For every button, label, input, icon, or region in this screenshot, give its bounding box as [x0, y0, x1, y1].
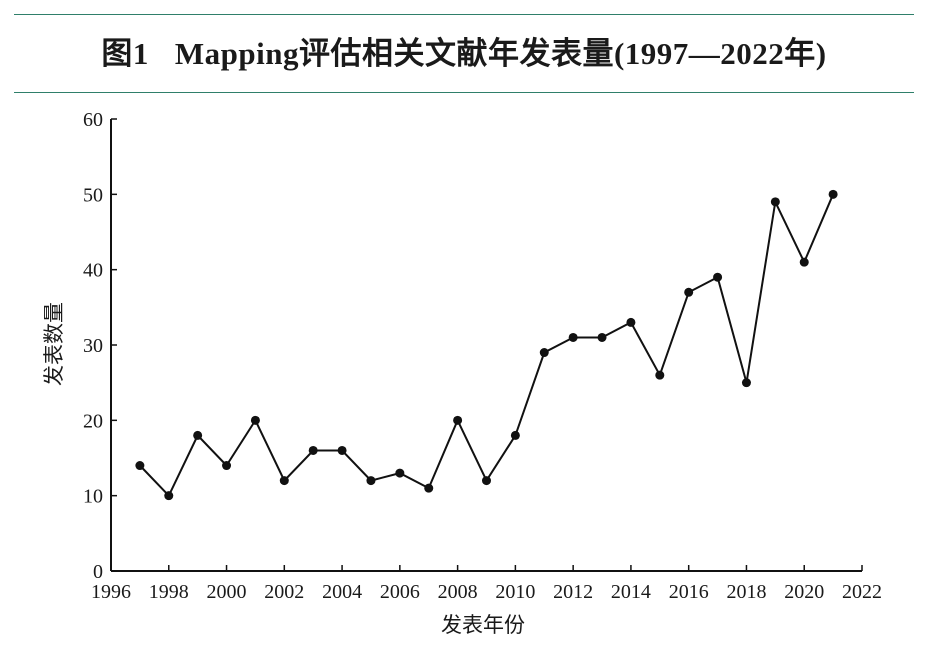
x-tick-label: 2014: [611, 581, 651, 603]
data-point: [279, 476, 289, 486]
data-point: [741, 378, 751, 388]
x-tick-label: 2008: [438, 581, 478, 603]
data-point: [713, 272, 723, 282]
data-point: [482, 476, 491, 486]
data-point: [684, 287, 694, 297]
x-tick-label: 2002: [264, 581, 304, 603]
x-tick-label: 2012: [553, 581, 593, 603]
x-tick-label: 1996: [91, 581, 131, 603]
y-tick-label: 30: [83, 335, 103, 357]
x-tick-label: 2004: [322, 581, 362, 603]
x-tick-label: 2020: [784, 581, 824, 603]
y-tick-label: 50: [83, 184, 103, 206]
data-point: [655, 370, 665, 380]
data-point: [222, 461, 232, 471]
y-tick-label: 0: [93, 561, 103, 583]
y-axis-ticks: 0 10 20 30 40 50 60: [83, 109, 117, 583]
x-tick-label: 1998: [149, 581, 189, 603]
y-axis-label: 发表数量: [42, 302, 66, 386]
x-tick-label: 2022: [842, 581, 882, 603]
data-point: [626, 317, 636, 327]
data-point: [799, 257, 809, 267]
y-tick-label: 20: [83, 410, 103, 432]
x-tick-label: 2016: [669, 581, 709, 603]
data-point: [337, 445, 347, 455]
x-axis-label: 发表年份: [441, 613, 525, 637]
data-point: [250, 415, 260, 425]
data-point: [193, 430, 203, 440]
x-tick-label: 2006: [380, 581, 420, 603]
data-point: [597, 332, 607, 342]
figure-label: 图1: [101, 36, 149, 71]
top-rule: [14, 14, 914, 15]
data-point: [424, 483, 434, 493]
data-point: [568, 332, 578, 342]
series-group: [135, 189, 838, 501]
data-point: [164, 491, 174, 501]
data-point: [770, 197, 780, 207]
x-axis-ticks: 1996 1998 2000 2002 2004 2006 2008 2010 2012 2014…: [91, 565, 882, 603]
x-tick-label: 2000: [207, 581, 247, 603]
data-point: [135, 461, 145, 471]
y-tick-label: 10: [83, 486, 103, 508]
x-tick-label: 2010: [495, 581, 535, 603]
data-point: [395, 468, 405, 478]
data-point: [539, 348, 549, 358]
y-tick-label: 40: [83, 260, 103, 282]
data-point: [308, 445, 318, 455]
data-point: [510, 430, 520, 440]
x-tick-label: 2018: [726, 581, 766, 603]
figure-title: 图1 Mapping评估相关文献年发表量(1997—2022年): [0, 28, 928, 73]
bottom-rule: [14, 92, 914, 93]
data-point: [828, 189, 838, 199]
series-line: [139, 193, 835, 498]
data-point: [453, 415, 463, 425]
y-tick-label: 60: [83, 109, 103, 131]
data-point: [366, 476, 376, 486]
figure-caption: Mapping评估相关文献年发表量(1997—2022年): [174, 36, 827, 71]
chart-axes: [110, 119, 862, 572]
